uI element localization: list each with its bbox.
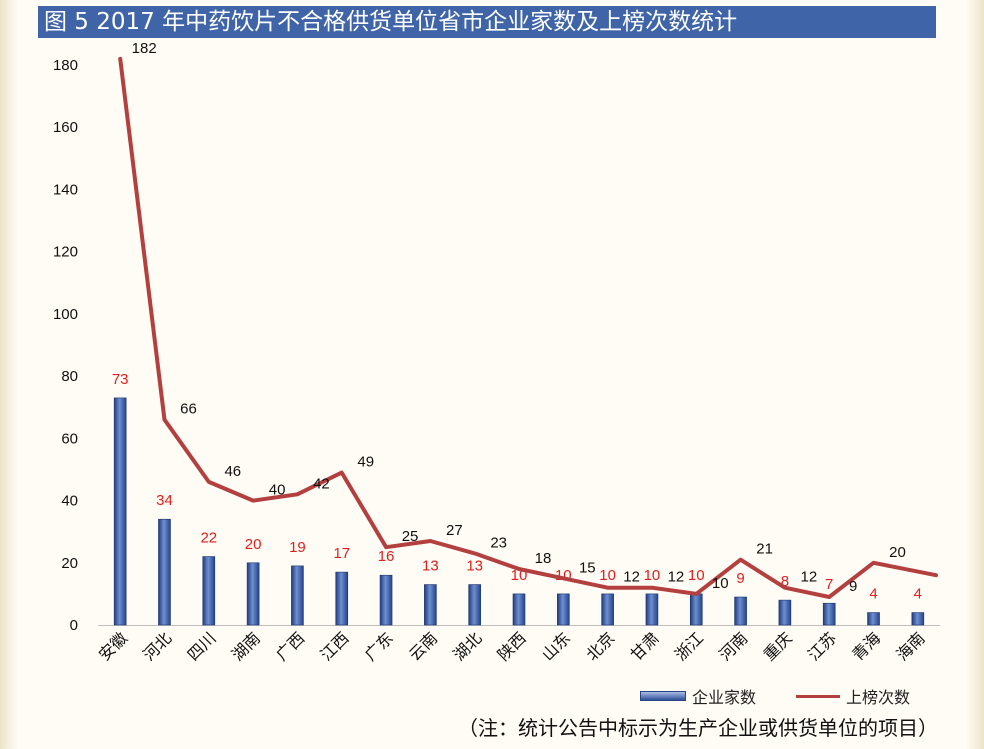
bar [822,602,836,626]
y-tick-label: 20 [61,555,78,572]
bar-data-label: 9 [736,570,744,587]
bar [291,565,304,626]
bar-data-label: 34 [156,492,173,509]
bar [512,593,526,626]
line-data-label: 20 [889,544,906,561]
bar [778,599,792,626]
y-tick-label: 60 [61,430,78,447]
bar-data-label: 10 [599,567,616,584]
x-tick-label: 北京 [582,628,618,664]
bar-data-label: 8 [781,573,789,590]
bar [246,562,260,626]
line-data-label: 49 [357,454,374,471]
x-tick-label: 广西 [272,628,308,664]
legend-swatch-line [796,694,841,698]
line-data-label: 12 [668,569,685,586]
figure-title: 图 5 2017 年中药饮片不合格供货单位省市企业家数及上榜次数统计 [38,6,936,38]
bar [689,593,703,626]
line-data-label: 46 [224,463,241,480]
y-tick-label: 140 [53,181,78,198]
bar [113,397,127,626]
bar [424,584,437,626]
y-tick-label: 120 [53,244,78,261]
bar-data-label: 13 [466,558,483,575]
bar-data-label: 13 [422,558,439,575]
bar-data-label: 16 [378,548,395,565]
x-tick-label: 河北 [139,628,175,664]
line-data-label: 40 [269,482,286,499]
legend-item-bar: 企业家数 [640,684,756,708]
line-data-label: 21 [756,541,773,558]
y-tick-label: 100 [53,306,78,323]
page-border-right [966,0,984,749]
legend: 企业家数 上榜次数 [640,684,950,708]
bar-data-label: 22 [200,530,217,547]
x-tick-label: 四川 [184,628,220,664]
bar-data-label: 10 [644,567,661,584]
line-data-label: 25 [402,528,419,545]
line-data-label: 23 [490,534,507,551]
x-tick-label: 甘肃 [627,628,663,664]
bar-data-label: 19 [289,539,306,556]
x-tick-label: 湖南 [228,628,264,664]
line-data-label: 66 [180,401,197,418]
legend-label-line: 上榜次数 [846,688,911,707]
bar [557,593,570,626]
x-tick-label: 青海 [848,628,884,664]
bar-data-label: 4 [914,586,922,603]
legend-label-bar: 企业家数 [692,688,757,707]
legend-swatch-bar [640,691,686,701]
bar-data-label: 4 [869,586,877,603]
x-tick-label: 江苏 [804,628,840,664]
line-data-label: 15 [579,559,596,576]
x-tick-label: 重庆 [760,628,796,664]
bar [335,571,349,626]
x-tick-label: 浙江 [671,628,707,664]
y-tick-label: 180 [53,57,78,74]
bar-data-label: 10 [688,567,705,584]
y-tick-label: 40 [61,493,78,510]
bar [158,518,171,626]
bar [911,612,925,626]
series-line [118,56,938,599]
line-data-label: 182 [132,40,157,57]
line-data-label: 12 [801,569,818,586]
line-data-label: 27 [446,522,463,539]
line-data-label: 9 [849,578,857,595]
footnote: （注：统计公告中标示为生产企业或供货单位的项目） [458,716,938,740]
bar-data-label: 17 [333,545,350,562]
bar [379,574,393,626]
bar [202,556,216,626]
x-tick-label: 海南 [893,628,929,664]
legend-item-line: 上榜次数 [796,684,910,708]
page-border-left [0,0,18,749]
line-data-label: 18 [535,550,552,567]
bar [734,596,747,626]
x-tick-label: 安徽 [95,628,131,664]
x-tick-label: 江西 [316,628,352,664]
line-data-label: 12 [623,569,640,586]
x-tick-label: 陕西 [494,628,530,664]
x-tick-label: 广东 [361,628,397,664]
bar [601,593,614,626]
x-tick-label: 河南 [715,628,751,664]
x-tick-label: 山东 [538,628,574,664]
bar-data-label: 20 [245,536,262,553]
x-tick-label: 云南 [405,628,441,664]
x-tick-label: 湖北 [449,628,485,664]
bar-data-label: 7 [825,576,833,593]
bar [645,593,659,626]
y-tick-label: 0 [70,617,78,634]
bar [867,612,880,626]
bar [468,584,481,626]
line-data-label: 10 [712,575,729,592]
bar-data-label: 73 [112,371,129,388]
y-tick-label: 160 [53,119,78,136]
line-data-label: 42 [313,475,330,492]
y-tick-label: 80 [61,368,78,385]
